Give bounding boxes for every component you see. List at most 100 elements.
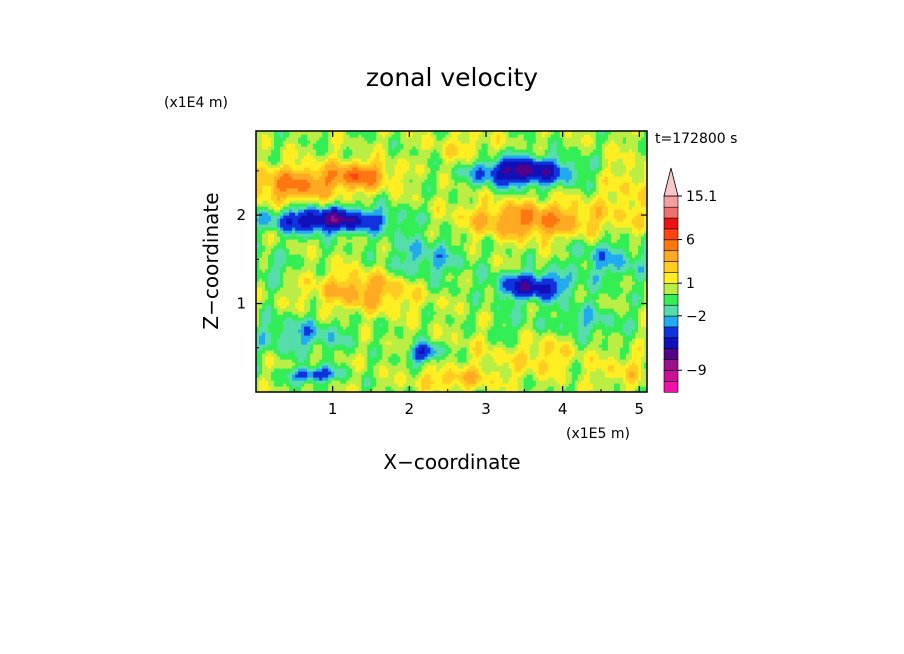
heatmap-cell [601, 362, 606, 366]
heatmap-cell [508, 296, 513, 300]
heatmap-cell [430, 323, 435, 327]
heatmap-cell [550, 377, 555, 381]
heatmap-cell [361, 368, 365, 372]
heatmap-cell [556, 383, 561, 387]
heatmap-cell [358, 311, 362, 315]
heatmap-cell [643, 326, 647, 330]
heatmap-cell [421, 314, 426, 318]
heatmap-cell [325, 335, 329, 339]
heatmap-cell [439, 323, 444, 327]
heatmap-cell [316, 368, 320, 372]
heatmap-cell [298, 389, 302, 392]
heatmap-cell [415, 344, 420, 348]
heatmap-cell [298, 368, 302, 372]
heatmap-cell [496, 338, 501, 342]
heatmap-cell [481, 386, 486, 390]
heatmap-cell [619, 359, 624, 363]
heatmap-cell [631, 389, 636, 392]
heatmap-cell [325, 308, 329, 312]
heatmap-cell [409, 317, 413, 321]
heatmap-cell [538, 296, 543, 300]
heatmap-cell [634, 362, 639, 366]
heatmap-cell [394, 371, 398, 375]
heatmap-cell [439, 311, 444, 315]
heatmap-cell [292, 386, 296, 390]
heatmap-cell [622, 356, 627, 360]
heatmap-cell [583, 389, 588, 392]
heatmap-cell [556, 347, 561, 351]
heatmap-cell [532, 314, 537, 318]
heatmap-cell [616, 362, 621, 366]
heatmap-cell [343, 311, 347, 315]
heatmap-cell [616, 344, 621, 348]
heatmap-cell [595, 299, 600, 303]
heatmap-cell [436, 311, 441, 315]
heatmap-cell [289, 380, 293, 384]
heatmap-cell [391, 314, 395, 318]
heatmap-cell [433, 329, 438, 333]
heatmap-cell [346, 308, 350, 312]
heatmap-cell [463, 362, 468, 366]
heatmap-cell [562, 389, 567, 392]
heatmap-cell [259, 359, 263, 363]
heatmap-cell [610, 353, 615, 357]
heatmap-cell [391, 341, 395, 345]
heatmap-cell [268, 314, 272, 318]
heatmap-cell [619, 299, 624, 303]
heatmap-cell [382, 305, 386, 309]
heatmap-cell [358, 314, 362, 318]
heatmap-cell [298, 311, 302, 315]
heatmap-cell [307, 320, 311, 324]
heatmap-cell [601, 323, 606, 327]
heatmap-cell [310, 332, 314, 336]
heatmap-cell [556, 374, 561, 378]
heatmap-cell [487, 329, 492, 333]
heatmap-cell [373, 371, 377, 375]
heatmap-cell [367, 374, 371, 378]
heatmap-cell [529, 344, 534, 348]
heatmap-cell [283, 329, 287, 333]
heatmap-cell [334, 347, 338, 351]
heatmap-cell [643, 365, 647, 369]
heatmap-cell [640, 353, 645, 357]
heatmap-cell [307, 311, 311, 315]
heatmap-cell [547, 320, 552, 324]
heatmap-cell [586, 368, 591, 372]
heatmap-cell [433, 356, 438, 360]
heatmap-cell [370, 308, 374, 312]
heatmap-cell [577, 314, 582, 318]
heatmap-cell [415, 308, 420, 312]
heatmap-cell [466, 377, 471, 381]
heatmap-cell [619, 353, 624, 357]
heatmap-cell [496, 353, 501, 357]
heatmap-cell [286, 302, 290, 306]
heatmap-cell [427, 338, 432, 342]
heatmap-cell [277, 314, 281, 318]
heatmap-cell [307, 323, 311, 327]
heatmap-cell [454, 332, 459, 336]
heatmap-cell [400, 299, 404, 303]
heatmap-cell [367, 338, 371, 342]
heatmap-cell [454, 311, 459, 315]
heatmap-cell [391, 326, 395, 330]
heatmap-cell [466, 353, 471, 357]
heatmap-cell [430, 356, 435, 360]
heatmap-cell [616, 296, 621, 300]
heatmap-cell [397, 377, 401, 381]
heatmap-cell [622, 359, 627, 363]
heatmap-cell [508, 320, 513, 324]
heatmap-cell [481, 332, 486, 336]
heatmap-cell [481, 308, 486, 312]
heatmap-cell [448, 299, 453, 303]
heatmap-cell [640, 359, 645, 363]
heatmap-cell [571, 338, 576, 342]
heatmap-cell [430, 386, 435, 390]
heatmap-cell [406, 317, 410, 321]
heatmap-cell [358, 347, 362, 351]
heatmap-cell [307, 356, 311, 360]
heatmap-cell [319, 347, 323, 351]
heatmap-cell [493, 359, 498, 363]
heatmap-cell [529, 311, 534, 315]
heatmap-cell [355, 389, 359, 392]
heatmap-cell [346, 389, 350, 392]
